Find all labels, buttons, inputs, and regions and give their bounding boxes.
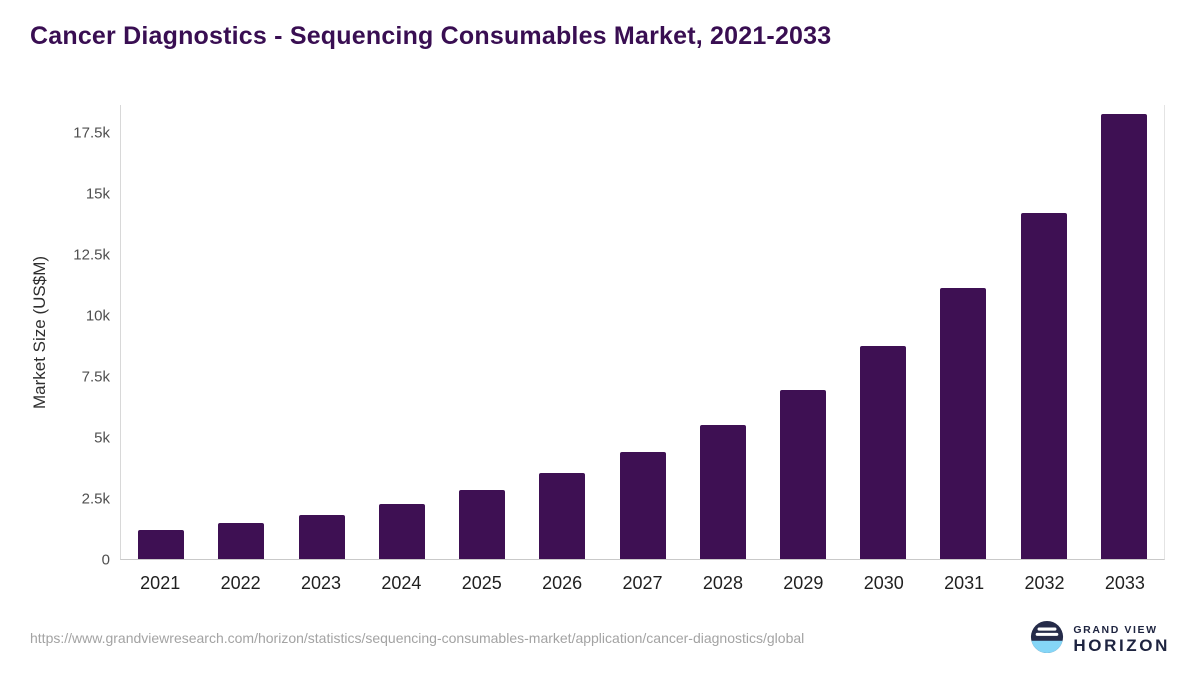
brand-logo: GRAND VIEW HORIZON bbox=[1030, 620, 1170, 659]
x-tick-label-2031: 2031 bbox=[944, 572, 985, 593]
bar-2030[interactable] bbox=[860, 346, 907, 559]
bar-slot-2025 bbox=[442, 105, 522, 559]
chart-title: Cancer Diagnostics - Sequencing Consumab… bbox=[30, 22, 832, 50]
x-tick-label-2033: 2033 bbox=[1104, 572, 1145, 593]
plot-area bbox=[120, 105, 1165, 560]
x-tick-label-2026: 2026 bbox=[542, 572, 583, 593]
y-tick-label-0: 0 bbox=[101, 551, 110, 569]
bar-2024[interactable] bbox=[378, 504, 425, 559]
bar-slot-2024 bbox=[362, 105, 442, 559]
bar-2033[interactable] bbox=[1100, 113, 1147, 559]
bar-2023[interactable] bbox=[298, 515, 345, 559]
bar-2031[interactable] bbox=[940, 287, 987, 559]
bar-slot-2029 bbox=[763, 105, 843, 559]
bar-slot-2023 bbox=[281, 105, 361, 559]
y-tick-label-7.5k: 7.5k bbox=[81, 368, 110, 386]
y-tick-label-5k: 5k bbox=[94, 429, 110, 447]
y-tick-label-15k: 15k bbox=[85, 185, 110, 203]
x-tick-label-2027: 2027 bbox=[622, 572, 663, 593]
y-tick-label-12.5k: 12.5k bbox=[73, 246, 110, 264]
x-tick-label-2023: 2023 bbox=[300, 572, 341, 593]
grand-view-horizon-icon bbox=[1030, 620, 1064, 659]
bar-slot-2021 bbox=[121, 105, 201, 559]
bar-2028[interactable] bbox=[699, 425, 746, 559]
x-tick-label-2032: 2032 bbox=[1024, 572, 1065, 593]
source-url: https://www.grandviewresearch.com/horizo… bbox=[30, 630, 805, 646]
bars bbox=[121, 105, 1164, 559]
x-tick-label-2021: 2021 bbox=[140, 572, 181, 593]
x-tick-label-2024: 2024 bbox=[381, 572, 422, 593]
x-tick-label-2025: 2025 bbox=[461, 572, 502, 593]
bar-slot-2030 bbox=[843, 105, 923, 559]
x-tick-label-2022: 2022 bbox=[220, 572, 261, 593]
x-tick-label-2030: 2030 bbox=[863, 572, 904, 593]
bar-slot-2026 bbox=[522, 105, 602, 559]
bar-slot-2031 bbox=[923, 105, 1003, 559]
bar-slot-2022 bbox=[201, 105, 281, 559]
bar-slot-2032 bbox=[1004, 105, 1084, 559]
bar-2029[interactable] bbox=[779, 389, 826, 559]
bar-2022[interactable] bbox=[218, 522, 265, 559]
bar-2032[interactable] bbox=[1020, 213, 1067, 559]
bar-2021[interactable] bbox=[138, 529, 185, 559]
logo-text: GRAND VIEW HORIZON bbox=[1073, 624, 1170, 656]
y-tick-label-10k: 10k bbox=[85, 307, 110, 325]
y-axis-ticks: 0 2.5k 5k 7.5k 10k 12.5k 15k 17.5k bbox=[0, 105, 110, 569]
bar-2026[interactable] bbox=[539, 473, 586, 559]
x-tick-label-2028: 2028 bbox=[702, 572, 743, 593]
logo-line1: GRAND VIEW bbox=[1073, 623, 1158, 636]
bar-slot-2027 bbox=[602, 105, 682, 559]
x-axis-labels: 2021 2022 2023 2024 2025 2026 2027 2028 2029 2030… bbox=[120, 568, 1165, 598]
bar-slot-2028 bbox=[683, 105, 763, 559]
y-tick-label-17.5k: 17.5k bbox=[73, 124, 110, 142]
bar-2025[interactable] bbox=[459, 490, 506, 559]
x-tick-label-2029: 2029 bbox=[783, 572, 824, 593]
bar-2027[interactable] bbox=[619, 451, 666, 559]
logo-line2: HORIZON bbox=[1073, 635, 1170, 655]
y-tick-label-2.5k: 2.5k bbox=[81, 490, 110, 508]
bar-slot-2033 bbox=[1084, 105, 1164, 559]
